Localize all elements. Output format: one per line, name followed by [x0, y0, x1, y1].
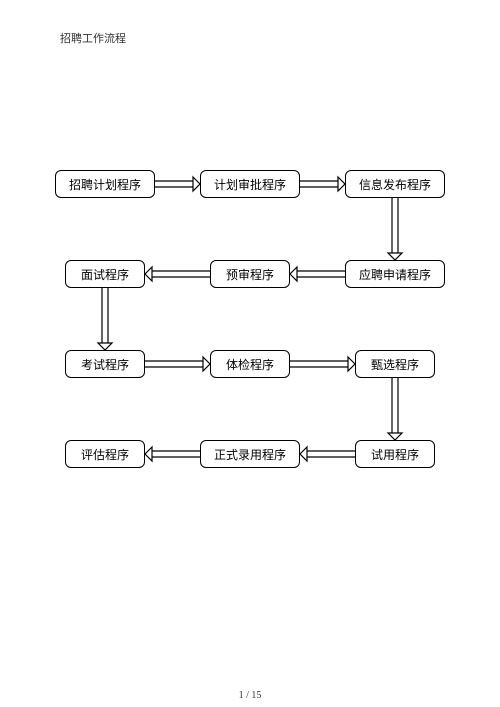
- flowchart-node: 评估程序: [65, 440, 145, 468]
- flowchart-node: 信息发布程序: [345, 170, 445, 198]
- page-title: 招聘工作流程: [60, 30, 126, 46]
- flowchart-node: 考试程序: [65, 350, 145, 378]
- flowchart-node: 预审程序: [210, 260, 290, 288]
- flowchart-node: 试用程序: [355, 440, 435, 468]
- page-footer: 1 / 15: [239, 690, 262, 701]
- flowchart-node: 面试程序: [65, 260, 145, 288]
- flowchart-node: 计划审批程序: [200, 170, 300, 198]
- flowchart-node: 体检程序: [210, 350, 290, 378]
- flowchart-node: 招聘计划程序: [55, 170, 155, 198]
- flowchart-node: 正式录用程序: [200, 440, 300, 468]
- flowchart-node: 甄选程序: [355, 350, 435, 378]
- flowchart-node: 应聘申请程序: [345, 260, 445, 288]
